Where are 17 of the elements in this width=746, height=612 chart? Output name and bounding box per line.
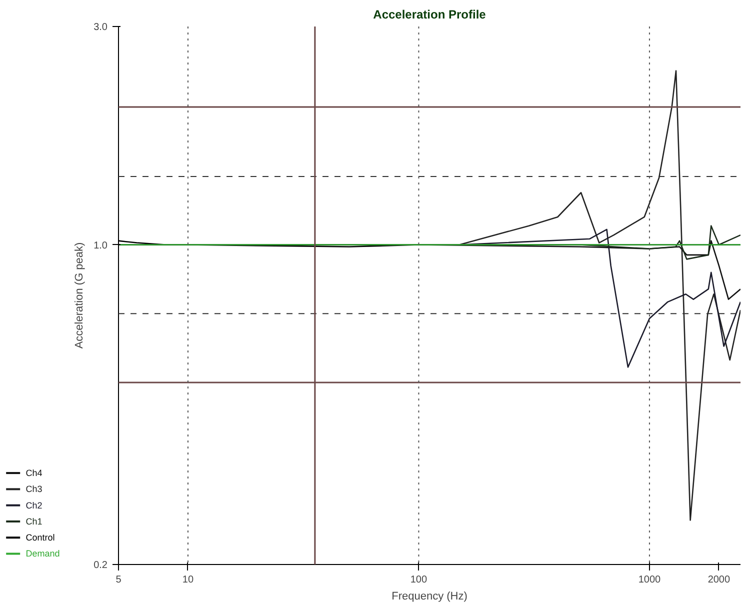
x-axis-title: Frequency (Hz) <box>392 590 468 602</box>
y-axis-title: Acceleration (G peak) <box>74 242 86 349</box>
x-tick-label: 1000 <box>638 574 662 586</box>
x-tick-label: 5 <box>116 574 122 586</box>
legend-label: Ch1 <box>26 516 42 526</box>
x-tick-label: 100 <box>410 574 428 586</box>
legend-label: Demand <box>26 548 60 559</box>
y-tick-label: 3.0 <box>94 22 108 33</box>
chart-title: Acceleration Profile <box>373 8 486 22</box>
x-tick-label: 10 <box>182 574 194 586</box>
legend-label: Control <box>26 532 55 543</box>
y-tick-label: 0.2 <box>94 560 108 571</box>
y-tick-label: 1.0 <box>94 240 108 252</box>
legend-label: Ch3 <box>26 484 42 494</box>
legend-label: Ch4 <box>26 468 42 478</box>
x-tick-label: 2000 <box>708 574 731 586</box>
legend-label: Ch2 <box>26 500 42 510</box>
